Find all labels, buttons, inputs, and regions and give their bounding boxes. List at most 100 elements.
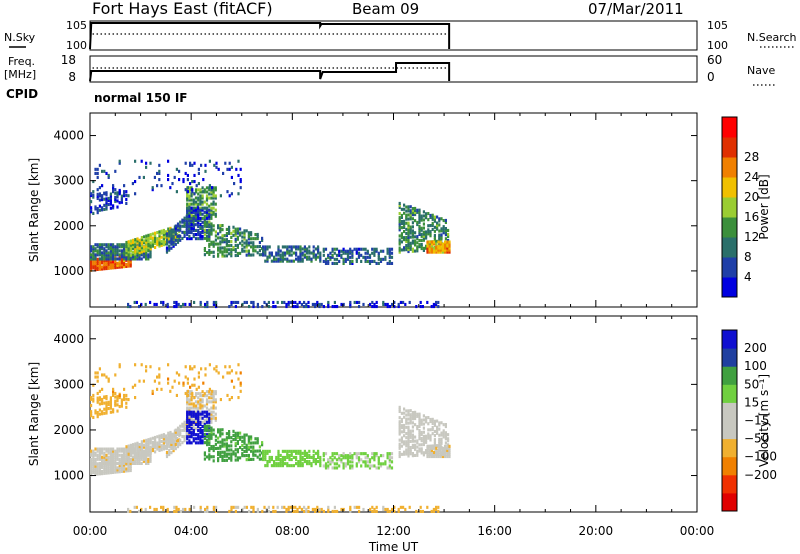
power-cell — [241, 231, 244, 235]
power-cell — [405, 205, 408, 209]
power-cell — [105, 197, 108, 201]
power-cell — [404, 302, 407, 306]
power-cell — [422, 246, 425, 250]
vel-cell — [168, 444, 171, 448]
vel-cell — [322, 509, 325, 513]
power-cell — [297, 245, 300, 249]
vel-cell — [409, 417, 412, 421]
vel-cell — [373, 458, 376, 462]
vel-cell — [208, 443, 211, 447]
vel-cell — [114, 399, 117, 403]
vel-cell — [226, 371, 229, 375]
power-cell — [208, 224, 211, 228]
vel-cell — [197, 435, 200, 439]
vel-cell — [425, 434, 428, 438]
power-cell — [101, 265, 104, 269]
vel-cell — [444, 423, 447, 427]
power-cell — [205, 206, 209, 210]
power-cell — [176, 238, 180, 242]
power-cell — [215, 300, 218, 304]
vel-cell — [355, 505, 358, 509]
vel-cell — [398, 430, 401, 434]
power-cell — [435, 250, 438, 254]
vel-cell — [188, 410, 191, 414]
vel-cell — [187, 433, 191, 437]
power-cell — [162, 237, 165, 241]
power-cell — [123, 263, 126, 267]
power-cell — [176, 224, 180, 228]
power-cell — [109, 198, 112, 202]
power-cell — [226, 190, 229, 194]
vel-cell — [154, 442, 157, 446]
power-cell — [90, 266, 93, 270]
power-cell — [136, 247, 139, 251]
power-cell — [250, 241, 253, 245]
vel-cell — [201, 420, 204, 424]
vel-cell — [314, 458, 317, 462]
vel-cell — [145, 442, 148, 446]
vel-cell — [446, 455, 449, 459]
power-cell — [138, 238, 141, 242]
vel-cell — [310, 455, 313, 459]
power-cell — [123, 255, 126, 259]
vel-cell — [134, 396, 137, 400]
vel-cell — [194, 400, 198, 404]
vel-cell — [357, 458, 361, 462]
vel-cell — [123, 396, 126, 400]
power-cell — [222, 171, 225, 175]
power-cell — [230, 250, 233, 254]
power-cell — [145, 255, 148, 259]
vel-cell — [208, 457, 211, 461]
power-cell — [312, 249, 315, 253]
vel-cell — [125, 445, 128, 449]
power-cell — [239, 233, 242, 237]
power-cell — [303, 249, 306, 253]
power-cell — [197, 228, 200, 232]
vel-cell — [436, 444, 439, 448]
power-cell — [90, 245, 93, 249]
vel-cell — [184, 365, 187, 369]
power-cell — [186, 231, 189, 235]
power-cell — [127, 254, 130, 258]
vel-cell — [138, 445, 141, 449]
vel-cell — [427, 432, 430, 436]
power-cell — [371, 305, 374, 309]
vel-cell — [199, 416, 202, 420]
power-cell — [158, 244, 161, 248]
vel-cell — [426, 448, 429, 452]
vel-cell — [142, 457, 145, 461]
power-y-tick-label: 2000 — [53, 219, 84, 233]
vel-cell — [101, 463, 104, 467]
power-cell — [402, 300, 405, 304]
vel-cell — [440, 441, 443, 445]
power-cell — [190, 198, 193, 202]
power-cell — [228, 229, 231, 233]
power-cell — [243, 300, 246, 304]
vel-cell — [338, 464, 341, 468]
power-cell — [448, 240, 451, 244]
power-cell — [160, 239, 163, 243]
power-cell — [262, 249, 265, 253]
vel-cell — [193, 383, 196, 387]
power-cell — [170, 234, 173, 238]
power-cell — [399, 300, 402, 304]
power-cell — [355, 257, 358, 261]
vel-cell — [142, 459, 145, 463]
vel-cell — [123, 469, 126, 473]
vel-cell — [351, 454, 354, 458]
vel-cell — [118, 466, 121, 470]
vel-cell — [438, 439, 441, 443]
vel-cell — [135, 505, 138, 509]
power-cell — [418, 208, 421, 212]
vel-cell — [179, 432, 182, 436]
vel-cell — [199, 420, 202, 424]
vel-cell — [199, 435, 202, 439]
power-cell — [149, 251, 152, 255]
power-cell — [127, 262, 130, 266]
power-cell — [186, 192, 189, 196]
vel-cell — [254, 449, 257, 453]
vel-cell — [221, 438, 224, 442]
power-cell — [192, 224, 195, 228]
power-cell — [219, 226, 222, 230]
vel-cell — [129, 449, 132, 453]
